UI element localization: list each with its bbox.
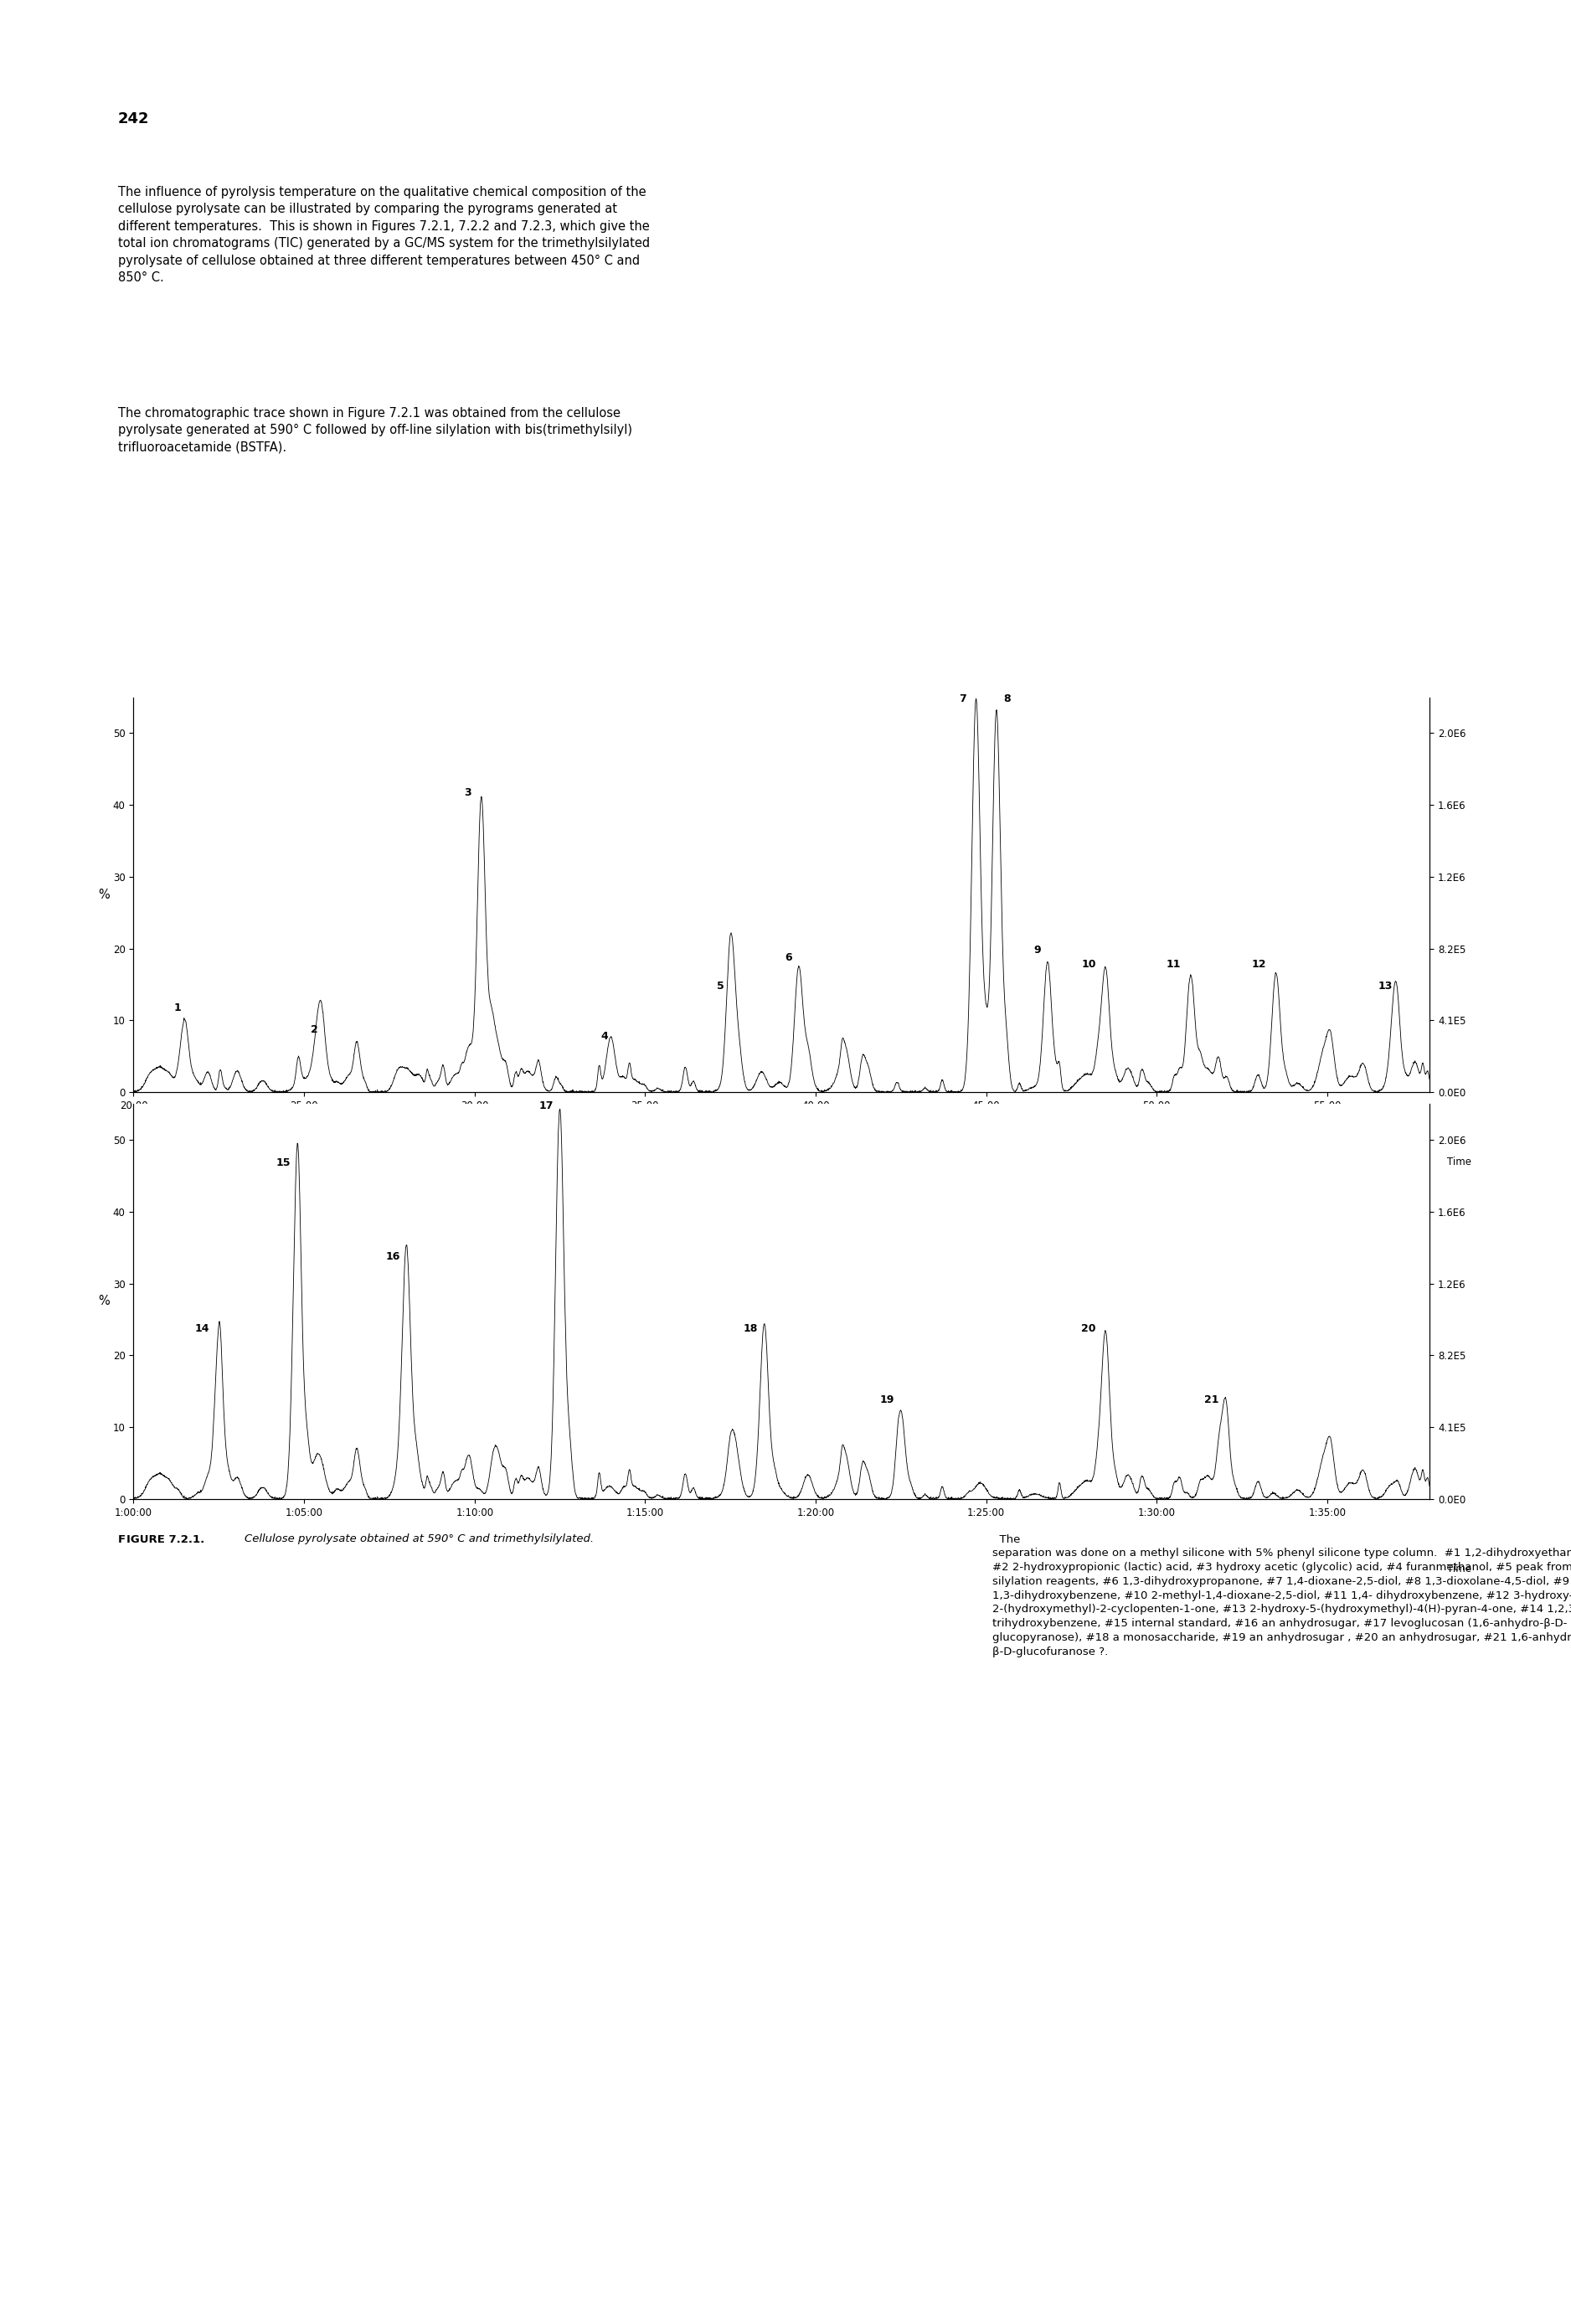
Text: 10: 10 bbox=[1081, 960, 1097, 969]
Text: 16: 16 bbox=[385, 1250, 401, 1262]
Text: 8: 8 bbox=[1002, 693, 1010, 704]
Text: 1: 1 bbox=[174, 1002, 182, 1013]
Y-axis label: %: % bbox=[97, 1294, 110, 1308]
Text: 9: 9 bbox=[1034, 946, 1042, 955]
Text: The
separation was done on a methyl silicone with 5% phenyl silicone type column: The separation was done on a methyl sili… bbox=[993, 1534, 1571, 1657]
Text: Time: Time bbox=[1447, 1564, 1470, 1576]
Text: 5: 5 bbox=[716, 981, 724, 992]
Text: IGURE 7.2.1.: IGURE 7.2.1. bbox=[127, 1534, 204, 1545]
Text: The influence of pyrolysis temperature on the qualitative chemical composition o: The influence of pyrolysis temperature o… bbox=[118, 186, 650, 284]
Text: 4: 4 bbox=[600, 1032, 608, 1041]
Text: 3: 3 bbox=[463, 788, 471, 797]
Text: The chromatographic trace shown in Figure 7.2.1 was obtained from the cellulose
: The chromatographic trace shown in Figur… bbox=[118, 407, 632, 453]
Text: Time: Time bbox=[1447, 1157, 1470, 1169]
Text: F: F bbox=[118, 1534, 126, 1545]
Text: 11: 11 bbox=[1167, 960, 1181, 969]
Text: 2: 2 bbox=[311, 1025, 317, 1034]
Text: 13: 13 bbox=[1378, 981, 1392, 992]
Text: 7: 7 bbox=[958, 693, 966, 704]
Text: 20: 20 bbox=[1081, 1322, 1097, 1334]
Text: 21: 21 bbox=[1203, 1394, 1219, 1406]
Text: 6: 6 bbox=[786, 953, 792, 962]
Text: Cellulose pyrolysate obtained at 590° C and trimethylsilylated.: Cellulose pyrolysate obtained at 590° C … bbox=[245, 1534, 594, 1545]
Text: 242: 242 bbox=[118, 112, 149, 125]
Text: 18: 18 bbox=[743, 1322, 759, 1334]
Text: 19: 19 bbox=[880, 1394, 894, 1406]
Text: 14: 14 bbox=[195, 1322, 209, 1334]
Y-axis label: %: % bbox=[97, 888, 110, 902]
Text: 12: 12 bbox=[1252, 960, 1266, 969]
Text: 15: 15 bbox=[276, 1157, 291, 1169]
Text: 17: 17 bbox=[539, 1099, 553, 1111]
